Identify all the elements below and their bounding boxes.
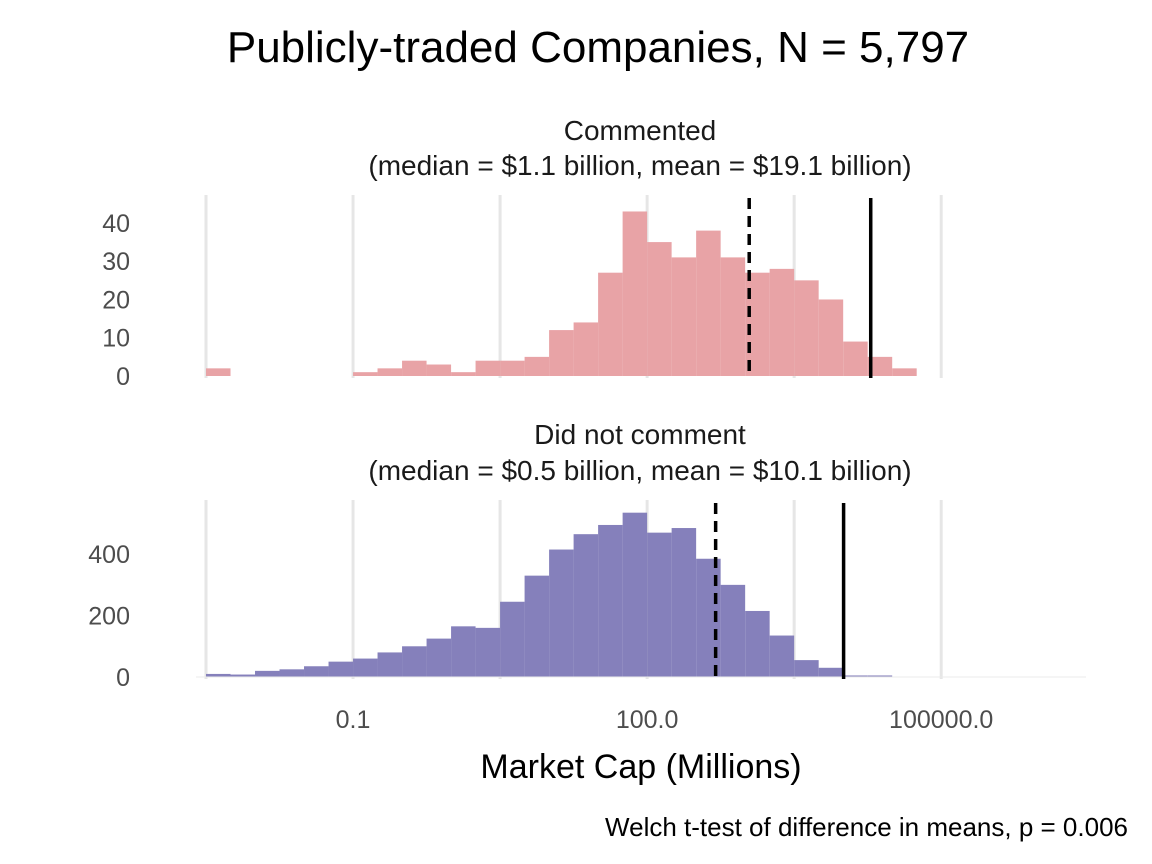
panel-1-title-line2: (median = $1.1 billion, mean = $19.1 bil… <box>368 150 911 181</box>
panel-1-bar <box>647 242 672 376</box>
panel-2-bar <box>549 549 574 677</box>
panel-1-bar <box>622 211 648 376</box>
panel-1-bar <box>843 341 868 376</box>
panel-2-bar <box>304 666 329 677</box>
panel-2-bar <box>843 675 868 677</box>
panel-1-y-tick-label: 30 <box>102 248 130 276</box>
panel-2-title-line2: (median = $0.5 billion, mean = $10.1 bil… <box>368 455 911 486</box>
panel-1-title-line1: Commented <box>564 115 717 146</box>
panel-1-bar <box>671 257 697 376</box>
panel-1-bar <box>892 368 917 376</box>
panel-1-bar <box>573 322 599 376</box>
panel-2-bar <box>794 660 819 677</box>
panel-1-bar <box>794 280 819 376</box>
panel-2-bar <box>769 635 795 677</box>
panel-1-y-tick-label: 10 <box>102 325 130 353</box>
panel-2-bar <box>867 675 893 677</box>
panel-2-bar <box>328 661 354 677</box>
panel-1-bar <box>720 257 746 376</box>
panel-1-bar <box>549 330 574 376</box>
panel-1-y-tick-label: 20 <box>102 286 130 314</box>
panel-1-bar <box>500 360 525 376</box>
panel-2-y-tick-label: 400 <box>88 541 130 569</box>
x-axis-title: Market Cap (Millions) <box>480 748 801 786</box>
panel-2-bar <box>818 667 844 677</box>
panel-2-bar <box>426 638 452 677</box>
panel-2-bar <box>475 627 501 677</box>
panel-commented: 0 10 20 30 40 <box>102 195 943 391</box>
panel-2-bar <box>647 532 672 677</box>
panel-did-not-comment: 0 200 400 <box>88 500 1086 692</box>
panel-2-y-tick-label: 0 <box>116 664 130 692</box>
panel-2-y-tick-label: 200 <box>88 603 130 631</box>
chart-title: Publicly-traded Companies, N = 5,797 <box>227 23 969 72</box>
panel-2-bar <box>500 601 525 677</box>
chart-caption: Welch t-test of difference in means, p =… <box>605 812 1128 842</box>
panel-2-bar <box>573 534 599 677</box>
panel-2-bar <box>255 670 280 677</box>
panel-1-bar <box>402 360 427 376</box>
x-axis-ticks: 0.1 100.0 100000.0 <box>336 706 994 734</box>
panel-2-bar <box>622 512 648 677</box>
panel-1-y-tick-label: 40 <box>102 210 130 238</box>
panel-2-bar <box>598 524 623 677</box>
panel-1-bar <box>426 364 452 376</box>
panel-1-bar <box>696 230 721 376</box>
panel-1-bar <box>769 268 795 376</box>
panel-2-bar <box>524 575 550 677</box>
panel-1-bar <box>377 368 403 376</box>
panel-2-bar <box>671 528 697 677</box>
panel-1-bar <box>867 356 893 376</box>
panel-2-bar <box>279 669 305 677</box>
panel-1-bar <box>451 372 476 376</box>
panel-2-bar <box>451 626 476 677</box>
panel-2-bar <box>745 610 770 677</box>
panel-1-bar <box>818 299 844 376</box>
x-tick-label: 0.1 <box>336 706 371 734</box>
panel-2-bar <box>353 658 378 677</box>
panel-2-bar <box>402 646 427 677</box>
panel-1-bar <box>353 372 378 376</box>
panel-1-bar <box>475 360 501 376</box>
panel-1-bar <box>206 368 231 376</box>
x-tick-label: 100000.0 <box>889 706 993 734</box>
panel-2-bar <box>377 652 403 677</box>
panel-2-bar <box>230 674 256 677</box>
panel-1-bar <box>598 272 623 376</box>
panel-1-y-tick-label: 0 <box>116 363 130 391</box>
panel-2-bar <box>720 584 746 677</box>
panel-2-bar <box>206 673 231 677</box>
x-tick-label: 100.0 <box>616 706 679 734</box>
panel-1-bar <box>524 356 550 376</box>
panel-2-title-line1: Did not comment <box>534 419 746 450</box>
